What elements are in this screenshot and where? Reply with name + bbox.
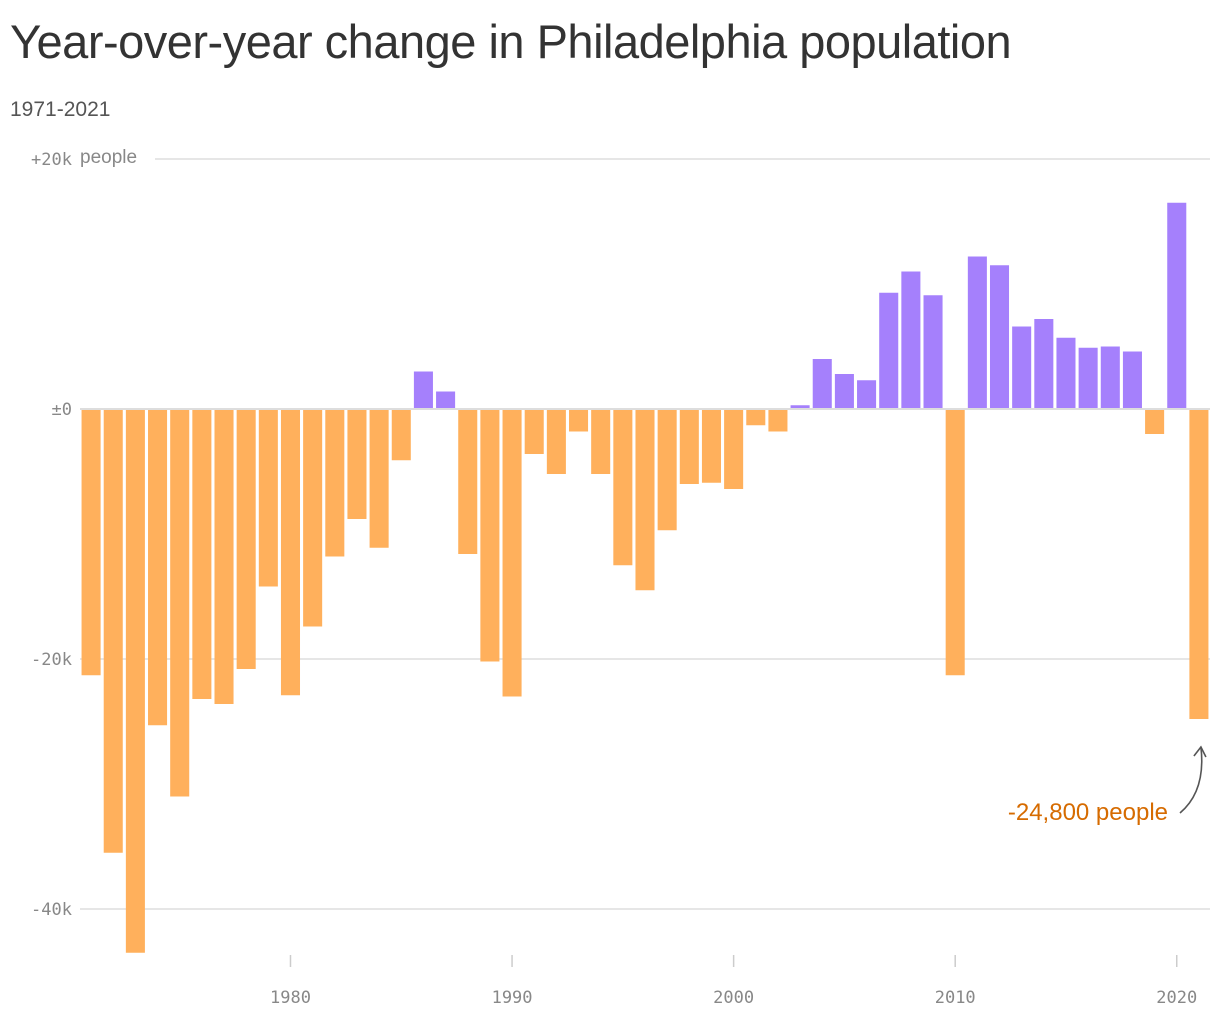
bar-1996 (635, 409, 655, 591)
bar-2011 (967, 256, 987, 409)
bar-1991 (524, 409, 544, 454)
bar-2001 (746, 409, 766, 426)
bar-2021 (1189, 409, 1209, 719)
x-tick-label: 1990 (492, 988, 533, 1008)
bar-2020 (1167, 202, 1187, 409)
y-tick-label: -40k (31, 900, 72, 920)
bar-1974 (148, 409, 168, 726)
bar-1995 (613, 409, 633, 566)
x-tick-label: 2020 (1156, 988, 1197, 1008)
gridlines (80, 158, 1210, 910)
bar-2017 (1100, 346, 1120, 409)
chart-title: Year-over-year change in Philadelphia po… (10, 15, 1012, 68)
bar-1998 (679, 409, 699, 484)
bar-1980 (280, 409, 301, 696)
bars (81, 202, 1209, 953)
bar-2007 (879, 292, 899, 409)
bar-2014 (1034, 319, 1054, 409)
bar-1985 (391, 409, 411, 461)
bar-1992 (546, 409, 566, 474)
bar-2016 (1078, 347, 1098, 409)
y-tick-label: +20k (31, 150, 72, 170)
bar-2003 (790, 405, 810, 409)
bar-2019 (1145, 409, 1165, 434)
bar-1988 (458, 409, 478, 554)
chart-subtitle: 1971-2021 (10, 98, 111, 121)
bar-2005 (834, 374, 854, 409)
bar-1975 (170, 409, 190, 797)
bar-2013 (1012, 326, 1032, 409)
bar-2002 (768, 409, 788, 432)
bar-1971 (81, 409, 101, 676)
bar-2004 (812, 359, 832, 409)
bar-1987 (436, 391, 456, 409)
bar-1979 (258, 409, 278, 587)
bar-1990 (502, 409, 522, 697)
axis-labels: +20k ±0 -20k -40k people 1980 1990 2000 2010 2020 (31, 147, 1210, 1008)
annotation-arrowhead (1193, 745, 1207, 758)
bar-1993 (569, 409, 589, 432)
bar-2006 (857, 380, 877, 409)
bar-1981 (303, 409, 323, 627)
bar-1982 (325, 409, 345, 557)
annotations: -24,800 people (1008, 745, 1207, 826)
bar-1978 (236, 409, 256, 669)
bar-2012 (989, 265, 1010, 409)
bar-1972 (103, 409, 123, 853)
bar-2000 (724, 409, 744, 489)
bar-1994 (591, 409, 611, 474)
bar-1976 (192, 409, 212, 699)
y-unit-label: people (80, 147, 137, 168)
bar-2010 (945, 409, 965, 676)
annotation-arrow (1179, 746, 1203, 814)
bar-1984 (369, 409, 389, 548)
annotation-label: -24,800 people (1008, 799, 1168, 826)
bar-2015 (1056, 337, 1076, 409)
bar-2018 (1122, 351, 1142, 409)
bar-2008 (901, 271, 921, 409)
bar-1977 (214, 409, 234, 704)
bar-1986 (413, 371, 433, 409)
bar-1983 (347, 409, 367, 519)
bar-1999 (701, 409, 721, 483)
bar-1989 (480, 409, 500, 662)
bar-1973 (125, 409, 145, 953)
y-tick-label: -20k (31, 650, 72, 670)
x-tick-label: 2000 (713, 988, 754, 1008)
bar-2009 (923, 295, 943, 409)
x-tick-label: 1980 (270, 988, 311, 1008)
x-tick-label: 2010 (935, 988, 976, 1008)
y-tick-label: ±0 (52, 400, 72, 420)
bar-1997 (657, 409, 677, 531)
